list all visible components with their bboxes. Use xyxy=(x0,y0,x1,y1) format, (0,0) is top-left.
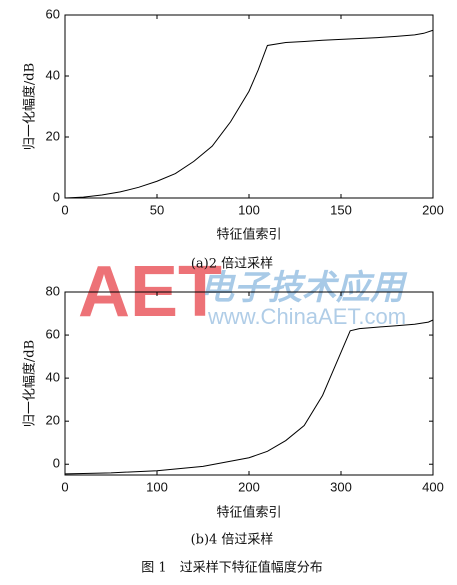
chart-caption: (a)2 倍过采样 xyxy=(191,257,273,272)
figure-caption: 图 1 过采样下特征值幅度分布 xyxy=(141,560,322,576)
y-tick-label: 60 xyxy=(46,6,60,21)
x-tick-label: 50 xyxy=(150,202,164,217)
x-tick-label: 150 xyxy=(330,202,352,217)
chart-caption: (b)4 倍过采样 xyxy=(191,533,274,548)
x-axis-label: 特征值索引 xyxy=(216,227,281,243)
data-line xyxy=(64,319,434,475)
y-tick-label: 80 xyxy=(46,283,60,298)
y-tick-label: 60 xyxy=(46,326,60,341)
x-tick-label: 200 xyxy=(422,202,444,217)
y-axis-label: 归一化幅度/dB xyxy=(22,340,38,427)
x-axis-label: 特征值索引 xyxy=(216,505,281,521)
watermark-cn: 电子技术应用 xyxy=(200,268,408,308)
y-tick-label: 0 xyxy=(53,189,60,204)
x-tick-label: 100 xyxy=(146,479,168,494)
x-tick-label: 100 xyxy=(238,202,260,217)
watermark-url: www.ChinaAET.com xyxy=(207,304,406,329)
x-tick-label: 0 xyxy=(61,479,68,494)
y-tick-label: 40 xyxy=(46,67,60,82)
y-tick-label: 0 xyxy=(53,456,60,471)
x-tick-label: 200 xyxy=(238,479,260,494)
y-axis-label: 归一化幅度/dB xyxy=(22,63,38,150)
y-tick-label: 20 xyxy=(46,128,60,143)
x-tick-label: 400 xyxy=(422,479,444,494)
x-tick-label: 300 xyxy=(330,479,352,494)
plot-frame xyxy=(64,14,434,199)
data-line xyxy=(64,29,434,199)
x-tick-label: 0 xyxy=(61,202,68,217)
y-tick-label: 20 xyxy=(46,413,60,428)
y-tick-label: 40 xyxy=(46,370,60,385)
